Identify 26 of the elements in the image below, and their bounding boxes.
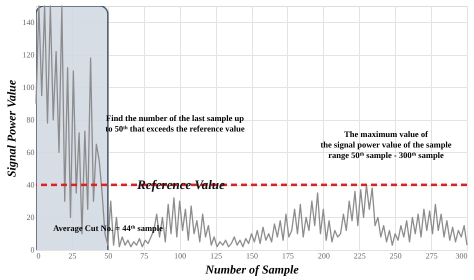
y-tick-label: 60 [26,148,34,157]
x-tick-label: 150 [246,252,258,260]
ref-line-label: Reference Value [136,176,226,192]
y-tick-label: 120 [22,50,34,60]
y-tick-label: 140 [22,18,34,27]
y-tick-label: 20 [26,212,34,222]
y-tick-label: 80 [26,115,34,124]
x-tick-label: 100 [174,252,186,260]
x-tick-label: 50 [104,252,112,260]
x-tick-label: 250 [390,252,402,260]
y-tick-label: 0 [30,246,34,254]
x-tick-label: 175 [282,252,294,260]
annotation: The maximum value of the signal power value of the sample range 50ᵗʰ sample - 300ᵗʰ sample [320,129,452,160]
y-tick-label: 40 [26,180,34,190]
x-tick-label: 300 [456,252,468,260]
x-tick-label: 200 [318,252,330,260]
x-tick-label: 75 [140,252,148,260]
x-axis-title: Number of Sample [204,262,300,276]
x-tick-label: 25 [68,252,76,260]
x-tick-label: 275 [426,252,438,260]
y-axis-title: Signal Power Value [4,79,18,178]
line-series [35,5,468,248]
x-tick-label: 0 [36,252,40,260]
x-tick-label: 225 [354,252,366,260]
x-tick-label: 125 [210,252,222,260]
y-tick-label: 100 [22,82,34,92]
